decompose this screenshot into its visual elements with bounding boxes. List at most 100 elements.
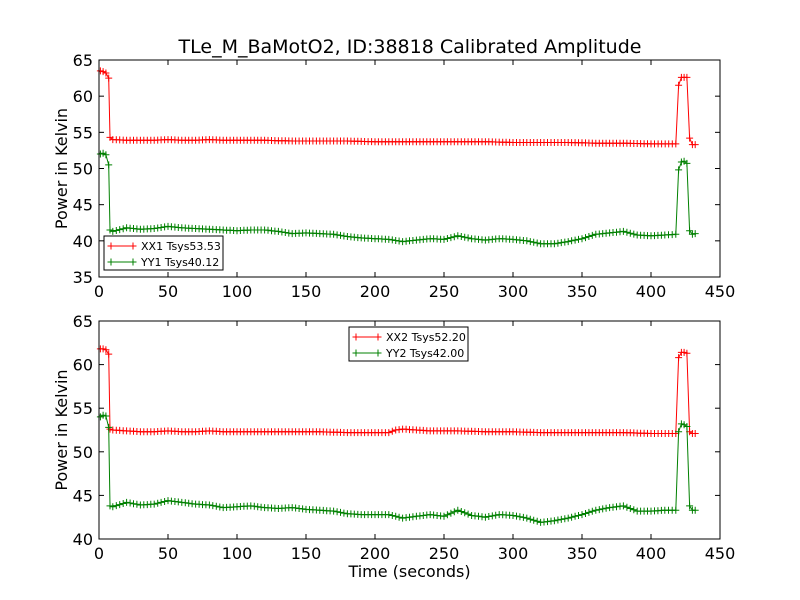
data-point-marker bbox=[571, 512, 579, 520]
y-tick-label: 50 bbox=[73, 160, 93, 179]
data-point-marker bbox=[447, 234, 455, 242]
data-point-marker bbox=[588, 507, 596, 515]
data-point-marker bbox=[675, 354, 683, 362]
legend-swatch-marker bbox=[352, 333, 360, 341]
data-point-marker bbox=[686, 227, 694, 235]
data-point-marker bbox=[385, 429, 393, 437]
series-line-1 bbox=[100, 348, 696, 434]
legend-swatch-marker bbox=[107, 242, 115, 250]
x-tick-label: 200 bbox=[360, 282, 391, 301]
x-tick-label: 350 bbox=[567, 282, 598, 301]
x-tick-label: 250 bbox=[429, 282, 460, 301]
x-tick-label: 150 bbox=[291, 282, 322, 301]
y-tick-label: 40 bbox=[73, 232, 93, 251]
x-tick-label: 450 bbox=[705, 544, 736, 563]
data-point-marker bbox=[691, 141, 699, 149]
data-point-marker bbox=[691, 506, 699, 514]
data-point-marker bbox=[105, 161, 113, 169]
legend-swatch-marker bbox=[374, 349, 382, 357]
y-axis-label: Power in Kelvin bbox=[52, 108, 71, 229]
data-point-marker bbox=[554, 239, 562, 247]
data-point-marker bbox=[564, 514, 572, 522]
data-point-marker bbox=[683, 159, 691, 167]
data-point-marker bbox=[554, 516, 562, 524]
data-point-marker bbox=[330, 507, 338, 515]
data-point-marker bbox=[561, 515, 569, 523]
legend: XX1 Tsys53.53 YY1 Tsys40.12 bbox=[103, 235, 224, 271]
data-point-marker bbox=[157, 224, 165, 231]
data-point-marker bbox=[464, 234, 472, 242]
data-point-marker bbox=[154, 499, 162, 507]
data-point-marker bbox=[691, 230, 699, 238]
data-point-marker bbox=[450, 508, 458, 516]
data-point-marker bbox=[623, 503, 631, 511]
data-point-marker bbox=[102, 151, 110, 159]
data-point-marker bbox=[523, 514, 531, 522]
data-point-marker bbox=[557, 515, 565, 523]
data-point-marker bbox=[691, 430, 699, 437]
data-point-marker bbox=[672, 140, 680, 148]
x-tick-label: 50 bbox=[158, 282, 178, 301]
data-point-marker bbox=[102, 346, 110, 354]
data-point-marker bbox=[509, 512, 517, 519]
data-point-marker bbox=[340, 509, 348, 517]
bottom-plot: 0 50 100 150 200 250 300 350 400 450 40 45 50 55 60 65 P… bbox=[52, 312, 735, 581]
data-point-marker bbox=[447, 509, 455, 517]
data-point-marker bbox=[457, 233, 465, 240]
legend-label: YY2 Tsys42.00 bbox=[385, 347, 464, 360]
data-point-marker bbox=[123, 498, 131, 506]
data-point-marker bbox=[675, 166, 683, 174]
data-point-marker bbox=[395, 237, 403, 245]
data-point-marker bbox=[109, 503, 117, 511]
y-tick-label: 45 bbox=[73, 486, 93, 505]
data-point-marker bbox=[461, 233, 469, 241]
y-tick-label: 45 bbox=[73, 196, 93, 215]
data-point-marker bbox=[212, 502, 220, 510]
plot-frame bbox=[98, 320, 721, 540]
x-tick-label: 300 bbox=[498, 544, 529, 563]
data-point-marker bbox=[675, 81, 683, 89]
data-point-marker bbox=[516, 513, 524, 521]
data-point-marker bbox=[157, 498, 165, 506]
data-point-marker bbox=[464, 510, 472, 518]
data-point-marker bbox=[683, 349, 691, 357]
data-point-marker bbox=[388, 427, 396, 435]
data-point-marker bbox=[112, 227, 120, 234]
data-point-marker bbox=[571, 236, 579, 244]
data-point-marker bbox=[523, 237, 531, 245]
data-point-marker bbox=[330, 230, 338, 238]
data-point-marker bbox=[337, 231, 344, 239]
data-point-marker bbox=[119, 500, 127, 507]
data-point-marker bbox=[619, 502, 627, 510]
data-point-marker bbox=[388, 236, 396, 244]
x-tick-label: 400 bbox=[636, 544, 667, 563]
legend-swatch-marker bbox=[129, 258, 137, 266]
data-point-marker bbox=[530, 516, 538, 524]
x-tick-label: 200 bbox=[360, 544, 391, 563]
series-line-1 bbox=[100, 70, 696, 146]
data-point-marker bbox=[337, 508, 344, 516]
data-point-marker bbox=[588, 231, 596, 239]
data-point-marker bbox=[533, 239, 541, 247]
data-point-marker bbox=[274, 227, 282, 235]
data-point-marker bbox=[209, 502, 217, 510]
data-point-marker bbox=[388, 512, 396, 519]
data-point-marker bbox=[683, 423, 691, 430]
x-tick-label: 0 bbox=[94, 544, 104, 563]
data-point-marker bbox=[630, 230, 638, 238]
data-point-marker bbox=[626, 505, 634, 512]
y-tick-label: 60 bbox=[73, 87, 93, 106]
data-point-marker bbox=[395, 513, 403, 521]
data-point-marker bbox=[105, 74, 113, 82]
y-tick-label: 35 bbox=[73, 268, 93, 287]
data-point-marker bbox=[686, 134, 694, 142]
data-point-marker bbox=[686, 502, 694, 510]
data-point-marker bbox=[133, 500, 141, 508]
legend-label: YY1 Tsys40.12 bbox=[140, 256, 219, 269]
x-tick-label: 0 bbox=[94, 282, 104, 301]
data-point-marker bbox=[461, 509, 469, 517]
legend-swatch-marker bbox=[352, 349, 360, 357]
legend-box bbox=[103, 235, 224, 271]
data-point-marker bbox=[150, 500, 158, 508]
data-point-marker bbox=[672, 230, 680, 238]
